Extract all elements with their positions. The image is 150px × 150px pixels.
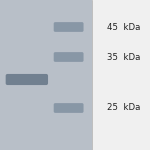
Text: 25  kDa: 25 kDa — [107, 103, 141, 112]
FancyBboxPatch shape — [6, 74, 48, 85]
FancyBboxPatch shape — [0, 0, 93, 150]
FancyBboxPatch shape — [54, 22, 84, 32]
FancyBboxPatch shape — [54, 103, 84, 113]
FancyBboxPatch shape — [54, 52, 84, 62]
Text: 45  kDa: 45 kDa — [107, 22, 141, 32]
Text: 35  kDa: 35 kDa — [107, 52, 141, 62]
